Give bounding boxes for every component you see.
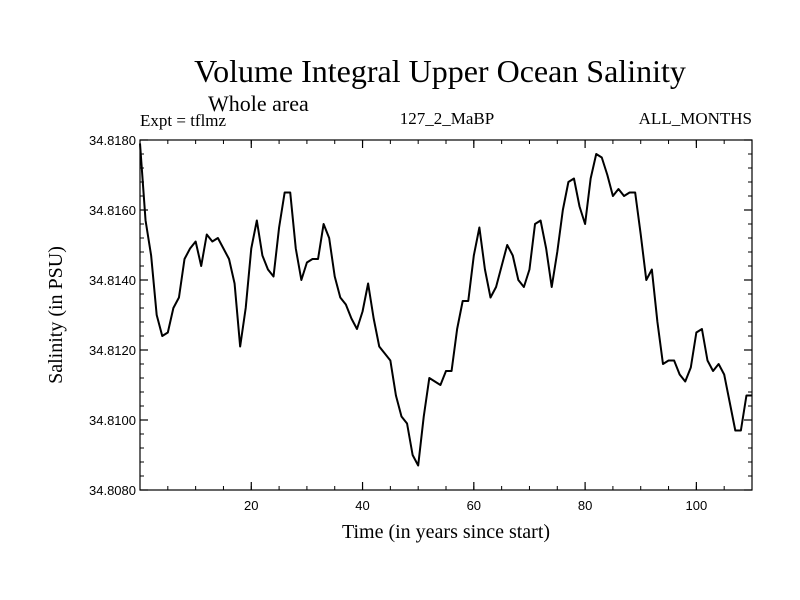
x-tick-label: 20 — [244, 498, 258, 513]
salinity-points — [139, 143, 753, 467]
y-axis: 34.8080 34.8100 34.8120 34.8140 34.8160 34.81… — [89, 133, 752, 498]
period-label: 127_2_MaBP — [400, 109, 494, 128]
y-tick-label: 34.8140 — [89, 273, 136, 288]
x-tick-label: 40 — [355, 498, 369, 513]
chart-subtitle: Whole area — [208, 91, 309, 116]
x-axis-label: Time (in years since start) — [342, 521, 550, 543]
y-tick-label: 34.8180 — [89, 133, 136, 148]
months-label: ALL_MONTHS — [639, 109, 752, 128]
y-axis-label: Salinity (in PSU) — [45, 246, 67, 384]
experiment-label: Expt = tflmz — [140, 111, 227, 130]
y-tick-label: 34.8080 — [89, 483, 136, 498]
x-tick-label: 60 — [467, 498, 481, 513]
chart-title: Volume Integral Upper Ocean Salinity — [194, 53, 686, 89]
x-tick-label: 100 — [686, 498, 708, 513]
x-tick-label: 80 — [578, 498, 592, 513]
salinity-series-line — [139, 143, 752, 467]
x-axis: 20 40 60 80 100 — [167, 140, 725, 513]
plot-frame — [139, 139, 753, 491]
y-tick-label: 34.8100 — [89, 413, 136, 428]
y-tick-label: 34.8120 — [89, 343, 136, 358]
y-tick-label: 34.8160 — [89, 203, 136, 218]
